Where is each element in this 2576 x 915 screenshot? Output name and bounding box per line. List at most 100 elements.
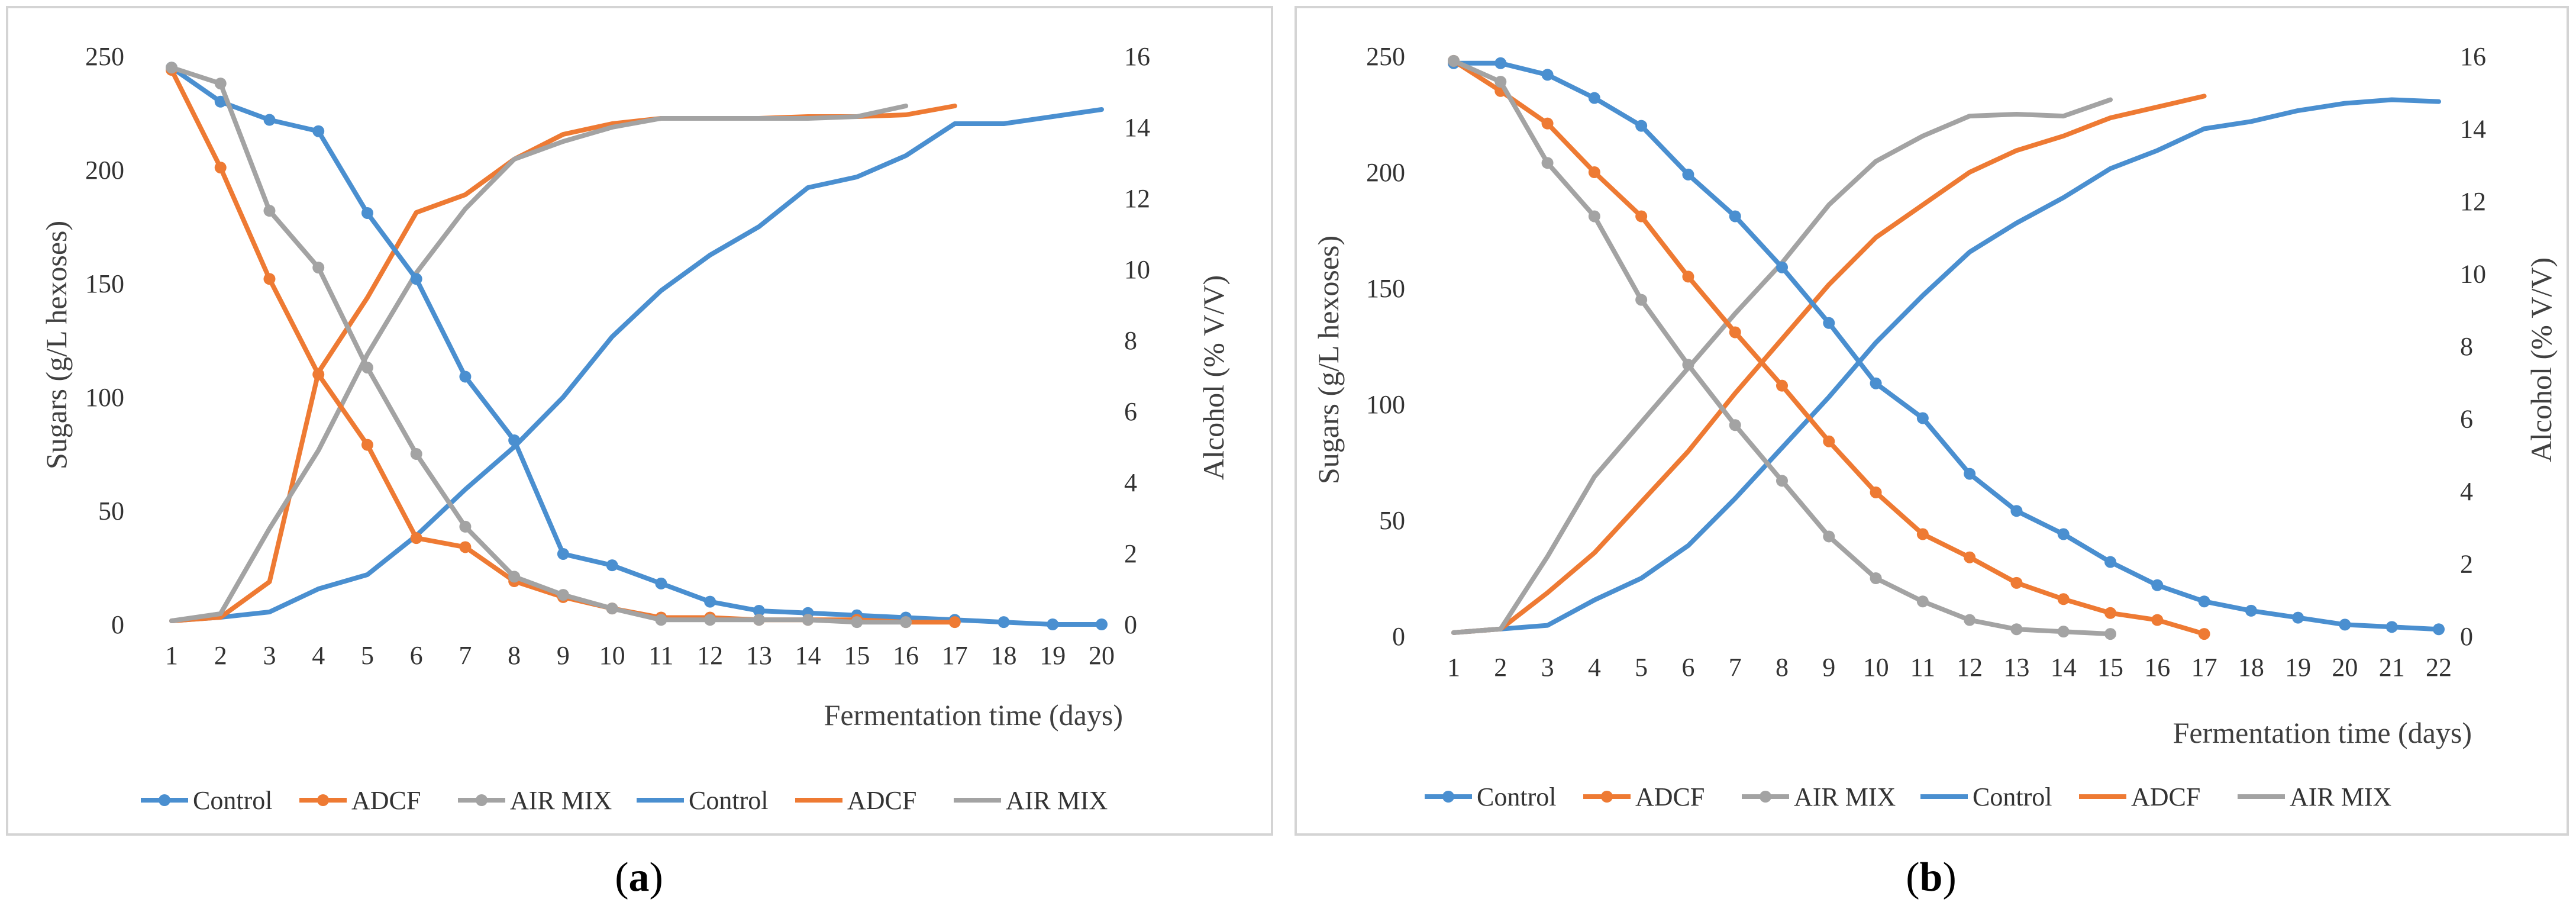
series-line-control-alcohol: [169, 107, 1104, 623]
data-point-air-mix-sugars: [410, 448, 422, 460]
data-point-control-sugars: [753, 604, 765, 617]
series-line-control-sugars: [169, 65, 1104, 627]
legend-label-control-alcohol: Control: [689, 786, 768, 815]
data-point-adcf-sugars: [361, 439, 373, 451]
y2-tick-label: 16: [1124, 42, 1150, 71]
series-line-air-mix-sugars: [169, 65, 909, 625]
x-tick-label: 2: [1494, 653, 1507, 682]
x-tick-label: 3: [1541, 653, 1554, 682]
data-point-control-sugars: [1047, 618, 1059, 630]
x-tick-label: 21: [2379, 653, 2405, 682]
legend-marker-air-mix-sugars: [476, 794, 488, 806]
x-tick-label: 12: [1957, 653, 1983, 682]
y-tick-label: 250: [85, 42, 124, 71]
x-tick-label: 18: [2238, 653, 2264, 682]
y2-axis-title-b: Alcohol (% V/V): [2525, 257, 2558, 462]
x-axis-title-b: Fermentation time (days): [2173, 716, 2472, 749]
legend-label-adcf-alcohol: ADCF: [2131, 782, 2200, 811]
x-tick-label: 6: [410, 641, 423, 670]
y2-tick-label: 12: [1124, 184, 1150, 213]
legend-marker-air-mix-sugars: [1760, 791, 1771, 803]
x-tick-label: 17: [2191, 653, 2217, 682]
x-tick-label: 16: [893, 641, 919, 670]
data-point-control-sugars: [263, 114, 276, 126]
legend-marker-control-sugars: [1442, 791, 1454, 803]
x-tick-label: 7: [1729, 653, 1742, 682]
legend-label-air-mix-sugars: AIR MIX: [510, 786, 612, 815]
data-point-control-sugars: [1729, 210, 1741, 223]
data-point-air-mix-sugars: [900, 616, 912, 629]
data-point-adcf-sugars: [2151, 614, 2164, 626]
y2-tick-label: 16: [2460, 42, 2486, 71]
data-point-air-mix-sugars: [1870, 572, 1882, 584]
data-point-control-sugars: [1964, 468, 1976, 480]
data-point-control-sugars: [312, 125, 325, 137]
data-point-adcf-sugars: [1729, 326, 1741, 339]
y2-tick-label: 6: [1124, 397, 1137, 426]
x-tick-label: 10: [1863, 653, 1889, 682]
data-point-adcf-sugars: [1635, 210, 1648, 223]
x-tick-label: 8: [508, 641, 521, 670]
data-point-adcf-sugars: [263, 273, 276, 285]
data-point-air-mix-sugars: [508, 571, 521, 583]
data-point-control-sugars: [655, 577, 667, 589]
y2-tick-label: 8: [1124, 326, 1137, 355]
data-point-control-sugars: [410, 273, 422, 285]
data-point-air-mix-sugars: [1823, 530, 1835, 543]
data-point-control-sugars: [1682, 168, 1694, 181]
data-point-control-sugars: [214, 95, 227, 108]
x-tick-label: 19: [2285, 653, 2311, 682]
x-tick-label: 5: [361, 641, 374, 670]
y2-tick-label: 4: [1124, 468, 1137, 497]
data-point-air-mix-sugars: [2010, 623, 2023, 636]
data-point-air-mix-sugars: [851, 616, 863, 629]
x-tick-label: 4: [312, 641, 325, 670]
legend-a: Control ADCF AIR MIX Control ADCF AIR MIX: [141, 786, 1108, 815]
x-tick-label: 1: [1447, 653, 1460, 682]
data-point-air-mix-sugars: [312, 262, 325, 274]
x-tick-label: 13: [746, 641, 772, 670]
y-tick-label: 50: [98, 497, 124, 526]
x-tick-label: 22: [2426, 653, 2452, 682]
legend-label-control-alcohol: Control: [1973, 782, 2052, 811]
x-tick-label: 3: [263, 641, 276, 670]
legend-marker-adcf-sugars: [1601, 791, 1613, 803]
data-point-air-mix-sugars: [1729, 419, 1741, 431]
x-tick-label: 15: [844, 641, 870, 670]
x-tick-label: 12: [697, 641, 723, 670]
data-point-adcf-sugars: [2057, 593, 2070, 605]
x-axis-title-a: Fermentation time (days): [824, 698, 1123, 732]
y2-tick-label: 2: [1124, 539, 1137, 568]
data-point-control-sugars: [2292, 611, 2304, 624]
y-tick-label: 250: [1366, 42, 1405, 71]
data-point-air-mix-sugars: [1776, 475, 1788, 487]
series-line-air-mix-alcohol: [169, 104, 909, 623]
x-tick-label: 4: [1588, 653, 1601, 682]
legend-label-control-sugars: Control: [1477, 782, 1556, 811]
data-point-air-mix-sugars: [459, 520, 472, 533]
y-tick-label: 100: [85, 383, 124, 412]
y2-tick-label: 10: [2460, 260, 2486, 289]
y2-tick-label: 6: [2460, 405, 2473, 434]
legend-label-air-mix-alcohol: AIR MIX: [1006, 786, 1108, 815]
y-tick-label: 0: [111, 610, 124, 639]
data-point-adcf-sugars: [1682, 270, 1694, 283]
data-point-adcf-sugars: [312, 368, 325, 381]
data-point-air-mix-sugars: [753, 614, 765, 626]
data-point-control-sugars: [1916, 412, 1929, 424]
data-point-air-mix-sugars: [1682, 359, 1694, 371]
y2-tick-label: 12: [2460, 187, 2486, 216]
series-line-control-alcohol: [1451, 97, 2441, 635]
data-point-air-mix-sugars: [1494, 76, 1507, 88]
data-point-air-mix-sugars: [1448, 54, 1460, 67]
panel-label-a: (a): [615, 855, 663, 900]
y-tick-label: 50: [1379, 506, 1405, 535]
data-point-air-mix-sugars: [1916, 595, 1929, 608]
data-point-air-mix-sugars: [1964, 614, 1976, 626]
data-point-air-mix-sugars: [1541, 157, 1554, 169]
data-point-adcf-sugars: [459, 541, 472, 553]
data-point-control-sugars: [998, 616, 1010, 629]
